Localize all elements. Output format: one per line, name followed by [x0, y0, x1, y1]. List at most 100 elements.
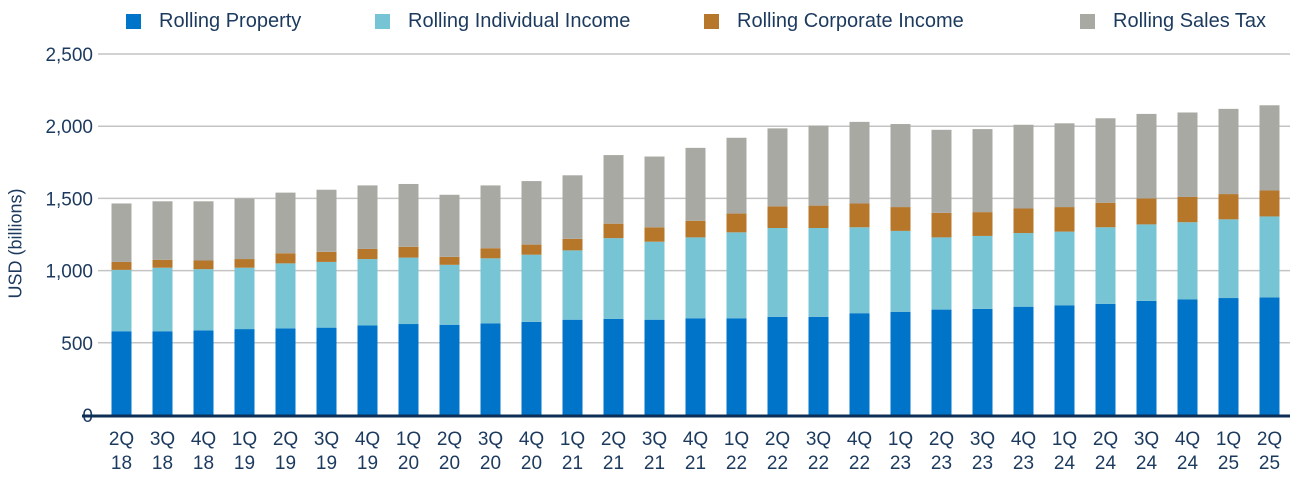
y-tick-label: 1,000	[45, 262, 93, 283]
bar-segment-rolling-corporate-income	[685, 220, 706, 238]
bar-segment-rolling-sales-tax	[808, 125, 829, 206]
bar-segment-rolling-individual-income	[808, 228, 829, 317]
bar-segment-rolling-individual-income	[726, 232, 747, 319]
bar-segment-rolling-property	[275, 328, 296, 415]
legend-label-rolling-individual-income: Rolling Individual Income	[408, 10, 631, 32]
bar-segment-rolling-sales-tax	[890, 124, 911, 208]
bar-segment-rolling-individual-income	[398, 257, 419, 325]
bar-segment-rolling-property	[890, 311, 911, 415]
bar-segment-rolling-corporate-income	[234, 259, 255, 268]
bar-segment-rolling-corporate-income	[603, 223, 624, 239]
x-tick-label-quarter: 2Q	[109, 429, 134, 450]
x-tick-label-quarter: 1Q	[1052, 429, 1077, 450]
bar-segment-rolling-corporate-income	[644, 227, 665, 242]
bar-stack	[890, 124, 911, 415]
bar-segment-rolling-property	[398, 324, 419, 415]
x-tick-label-year: 22	[726, 453, 747, 474]
bar-segment-rolling-sales-tax	[931, 129, 952, 213]
bar-segment-rolling-sales-tax	[603, 155, 624, 224]
bar-stack	[1177, 112, 1198, 415]
bar-segment-rolling-corporate-income	[562, 238, 583, 251]
x-tick-label-year: 19	[316, 453, 337, 474]
bar-stack	[972, 129, 993, 415]
x-tick-label-quarter: 3Q	[150, 429, 175, 450]
y-tick-label: 2,500	[45, 45, 93, 66]
bar-segment-rolling-property	[1177, 299, 1198, 415]
bar-segment-rolling-sales-tax	[644, 156, 665, 228]
legend-item-rolling-individual-income: Rolling Individual Income	[375, 10, 630, 33]
bar-segment-rolling-property	[193, 330, 214, 415]
x-tick-label-year: 21	[603, 453, 624, 474]
legend-swatch-rolling-individual-income	[375, 14, 390, 29]
bar-segment-rolling-individual-income	[1136, 224, 1157, 301]
x-tick-label-year: 20	[521, 453, 542, 474]
bar-stack	[1136, 113, 1157, 415]
legend-item-rolling-sales-tax: Rolling Sales Tax	[1080, 10, 1266, 33]
x-tick-label-quarter: 4Q	[1175, 429, 1200, 450]
x-tick-label-year: 23	[931, 453, 952, 474]
y-tick-label: 2,000	[45, 117, 93, 138]
x-tick-label-quarter: 4Q	[847, 429, 872, 450]
bar-segment-rolling-corporate-income	[111, 261, 132, 270]
bar-segment-rolling-individual-income	[1054, 231, 1075, 306]
bar-segment-rolling-sales-tax	[439, 194, 460, 257]
bar-segment-rolling-corporate-income	[152, 259, 173, 268]
bar-segment-rolling-property	[685, 318, 706, 415]
legend-label-rolling-corporate-income: Rolling Corporate Income	[737, 10, 964, 32]
bar-segment-rolling-property	[152, 331, 173, 415]
legend-label-rolling-property: Rolling Property	[159, 10, 302, 32]
bar-segment-rolling-individual-income	[972, 235, 993, 309]
bar-segment-rolling-corporate-income	[849, 203, 870, 228]
x-tick-label-quarter: 4Q	[191, 429, 216, 450]
x-tick-label-year: 20	[439, 453, 460, 474]
bar-segment-rolling-sales-tax	[849, 121, 870, 204]
bar-segment-rolling-sales-tax	[1054, 123, 1075, 208]
bar-segment-rolling-individual-income	[1259, 216, 1280, 298]
bar-stack	[357, 185, 378, 415]
bar-segment-rolling-sales-tax	[1013, 124, 1034, 209]
bar-segment-rolling-property	[357, 325, 378, 415]
bar-segment-rolling-property	[1095, 303, 1116, 415]
bar-segment-rolling-individual-income	[1095, 227, 1116, 304]
bar-segment-rolling-corporate-income	[521, 244, 542, 255]
x-tick-label-quarter: 1Q	[232, 429, 257, 450]
bar-stack	[726, 137, 747, 415]
bar-stack	[439, 194, 460, 415]
x-tick-label-quarter: 3Q	[970, 429, 995, 450]
bar-segment-rolling-property	[1259, 297, 1280, 415]
bar-segment-rolling-sales-tax	[152, 201, 173, 260]
bar-segment-rolling-property	[931, 309, 952, 415]
bar-stack	[275, 192, 296, 415]
x-tick-label-quarter: 3Q	[314, 429, 339, 450]
bar-segment-rolling-individual-income	[234, 267, 255, 330]
x-tick-label-quarter: 2Q	[601, 429, 626, 450]
x-tick-label-year: 24	[1054, 453, 1076, 474]
bar-segment-rolling-individual-income	[152, 267, 173, 332]
bar-stack	[849, 121, 870, 415]
legend: Rolling Property Rolling Individual Inco…	[0, 10, 1300, 40]
bar-segment-rolling-corporate-income	[1013, 208, 1034, 234]
bar-segment-rolling-sales-tax	[111, 203, 132, 262]
x-tick-label-quarter: 1Q	[560, 429, 585, 450]
x-tick-label-quarter: 2Q	[765, 429, 790, 450]
bar-stack	[111, 203, 132, 415]
legend-swatch-rolling-sales-tax	[1080, 14, 1095, 29]
x-tick-label-year: 18	[152, 453, 173, 474]
bar-stack	[931, 129, 952, 415]
bar-stack	[1095, 118, 1116, 415]
x-tick-label-year: 23	[1013, 453, 1034, 474]
bar-segment-rolling-corporate-income	[1095, 202, 1116, 228]
bar-segment-rolling-sales-tax	[1095, 118, 1116, 203]
x-tick-label-year: 18	[111, 453, 132, 474]
bar-segment-rolling-corporate-income	[439, 256, 460, 265]
x-tick-label-quarter: 3Q	[1134, 429, 1159, 450]
x-tick-label-year: 19	[357, 453, 378, 474]
bar-segment-rolling-corporate-income	[808, 205, 829, 229]
bar-segment-rolling-corporate-income	[767, 206, 788, 229]
bar-segment-rolling-individual-income	[439, 264, 460, 325]
bar-segment-rolling-sales-tax	[1177, 112, 1198, 197]
x-tick-label-year: 23	[890, 453, 911, 474]
bar-segment-rolling-corporate-income	[398, 246, 419, 258]
bar-segment-rolling-corporate-income	[726, 213, 747, 233]
bar-stack	[603, 155, 624, 415]
